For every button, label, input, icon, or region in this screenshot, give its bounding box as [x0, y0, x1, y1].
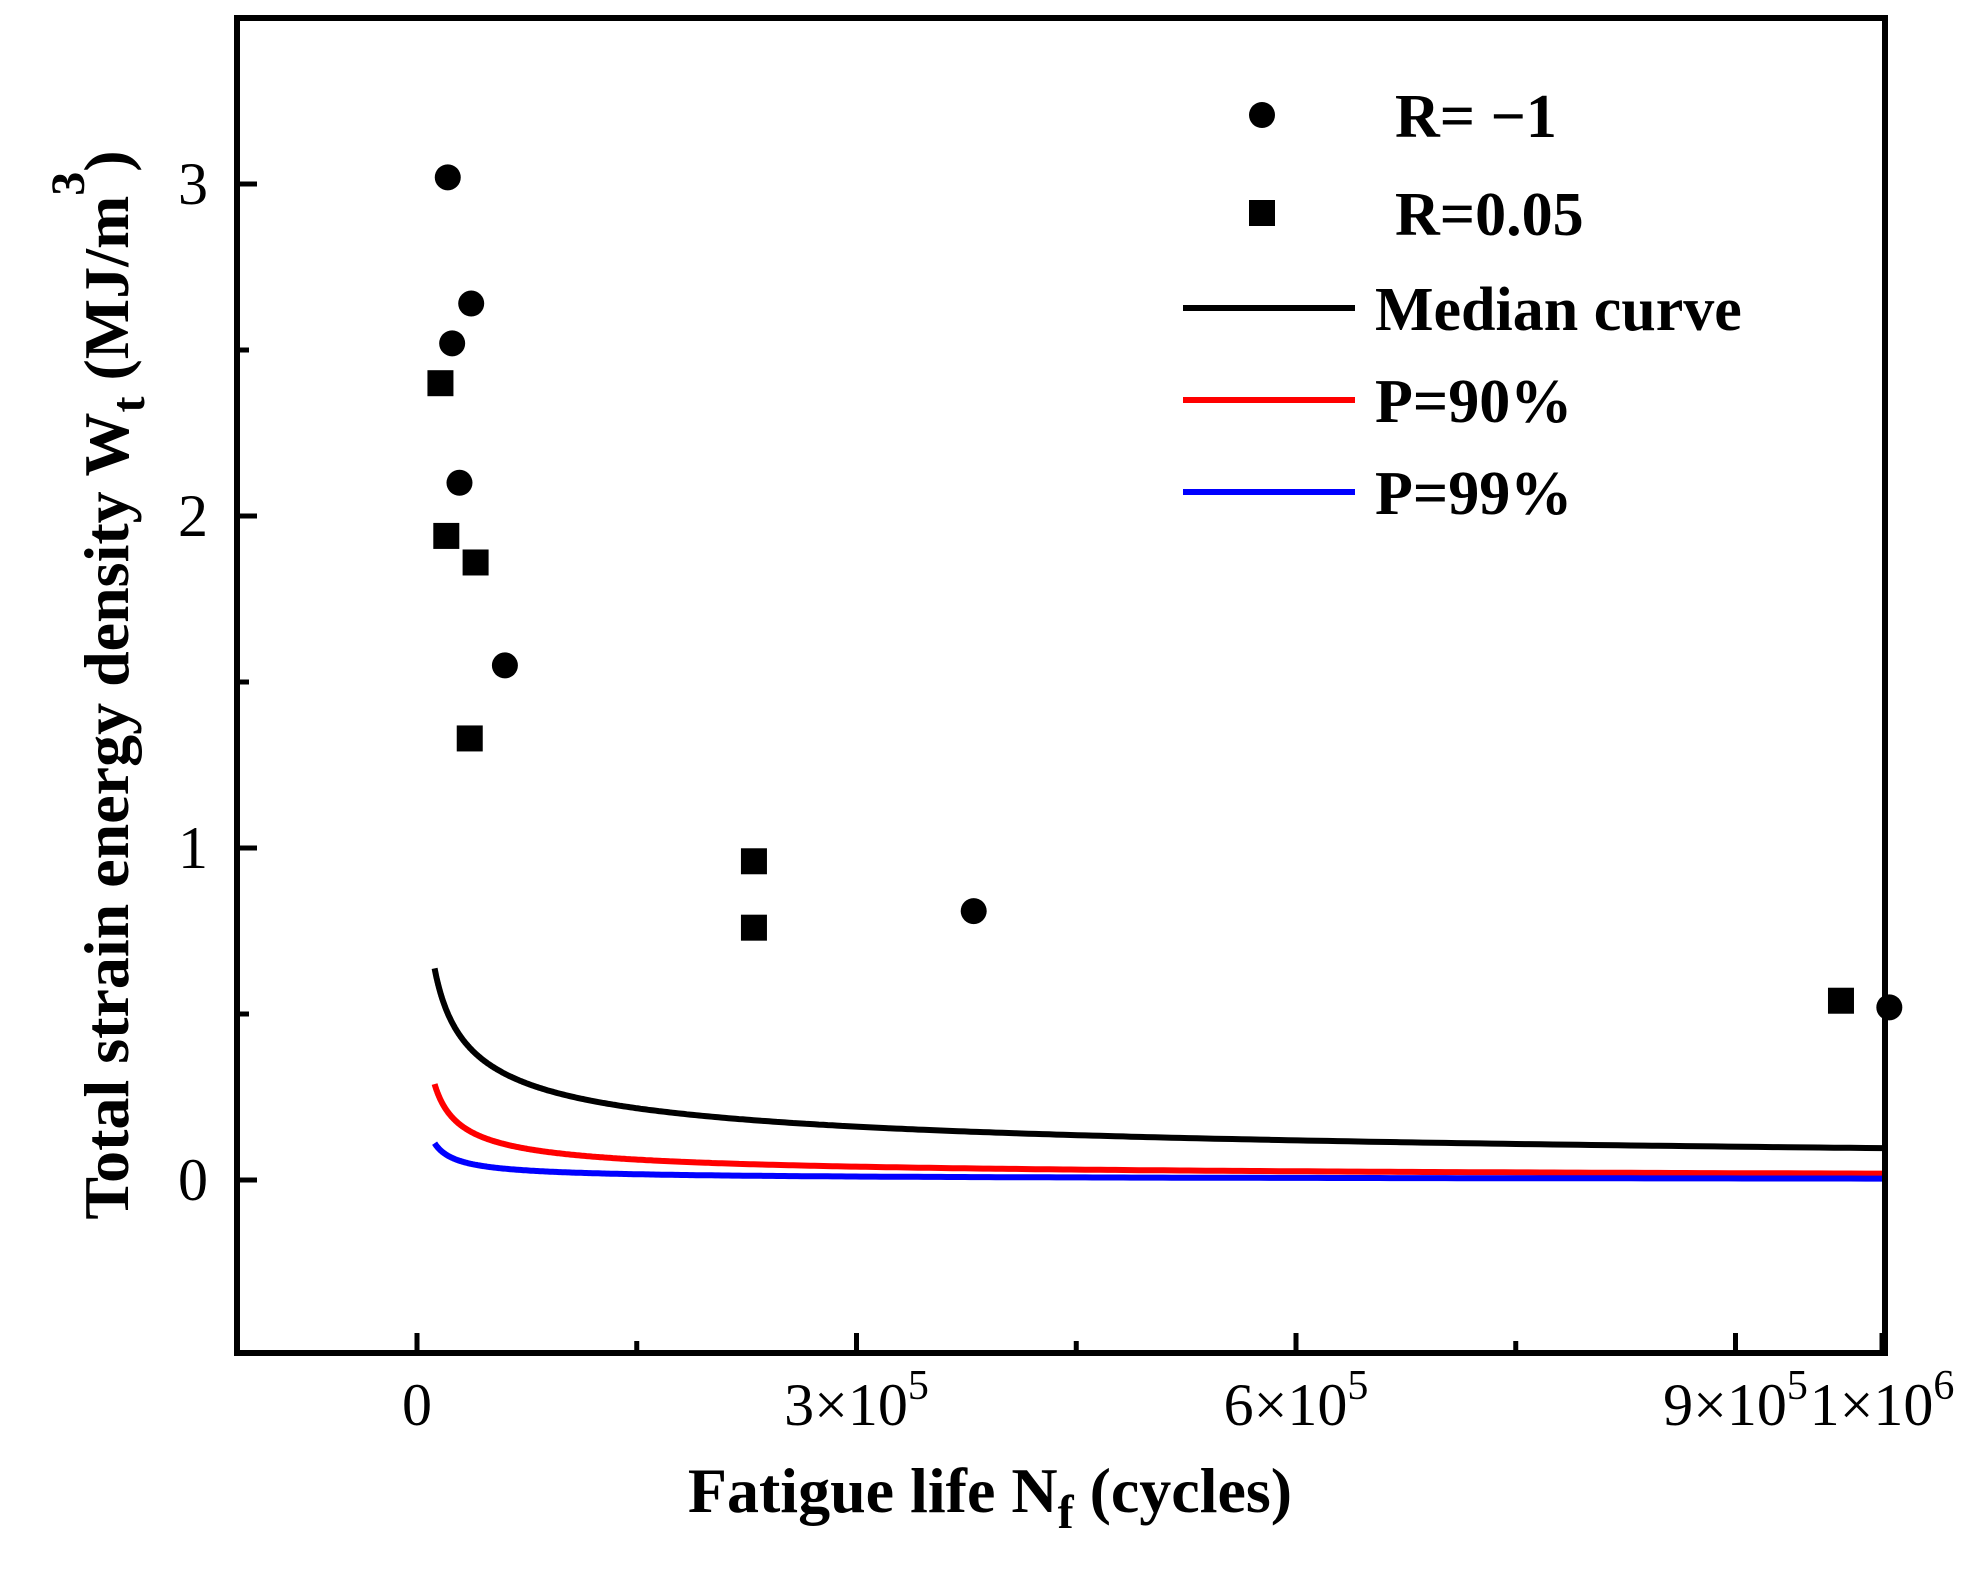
- legend-label: P=90%: [1375, 368, 1572, 436]
- point-square: [740, 848, 767, 875]
- y-tick-label: 2: [178, 483, 208, 549]
- plot-frame: [234, 15, 1888, 1356]
- point-square: [1827, 987, 1854, 1014]
- y-tick-label: 3: [178, 151, 208, 217]
- p-99-curve: [432, 1141, 1882, 1182]
- x-tick-label: 0: [402, 1372, 432, 1438]
- legend-label: R=0.05: [1395, 181, 1584, 249]
- y-axis-title-superscript: 3: [42, 172, 95, 196]
- legend: R= −1 R=0.05 Median curve P=90% P=99%: [1183, 83, 1742, 528]
- y-axis-title: Total strain energy density Wt (MJ/m3): [42, 150, 155, 1219]
- x-axis-ticks: 0 3×105 6×105 9×105 1×106: [402, 1333, 1954, 1438]
- y-axis-title-subscript: t: [102, 396, 155, 412]
- point-square: [462, 549, 489, 576]
- legend-circle-marker: [1249, 102, 1275, 128]
- point-circle: [458, 290, 485, 317]
- data-points: [427, 164, 1903, 1021]
- point-square: [433, 522, 460, 549]
- x-tick-label: 3×105: [784, 1363, 929, 1438]
- median-curve-curve: [431, 967, 1883, 1152]
- x-axis-title-subscript: f: [1058, 1486, 1075, 1539]
- point-circle: [1876, 994, 1903, 1021]
- y-tick-label: 0: [178, 1147, 208, 1213]
- x-tick-label: 6×105: [1224, 1363, 1369, 1438]
- legend-label: Median curve: [1375, 276, 1742, 344]
- legend-label: P=99%: [1375, 460, 1572, 528]
- p-90-curve: [431, 1083, 1882, 1177]
- point-circle: [960, 898, 987, 925]
- point-square: [740, 914, 767, 941]
- x-axis-title: Fatigue life Nf (cycles): [688, 1455, 1292, 1539]
- point-circle: [491, 652, 518, 679]
- curves: [431, 967, 1883, 1182]
- y-axis-ticks: 0 1 2 3: [178, 151, 257, 1213]
- x-tick-label: 9×105: [1663, 1363, 1808, 1438]
- point-circle: [446, 469, 473, 496]
- point-square: [427, 370, 454, 397]
- y-tick-label: 1: [178, 815, 208, 881]
- point-circle: [439, 330, 466, 357]
- legend-square-marker: [1249, 200, 1275, 226]
- x-tick-label: 1×106: [1810, 1363, 1955, 1438]
- point-square: [456, 725, 483, 752]
- point-circle: [434, 164, 461, 191]
- legend-label: R= −1: [1395, 83, 1557, 151]
